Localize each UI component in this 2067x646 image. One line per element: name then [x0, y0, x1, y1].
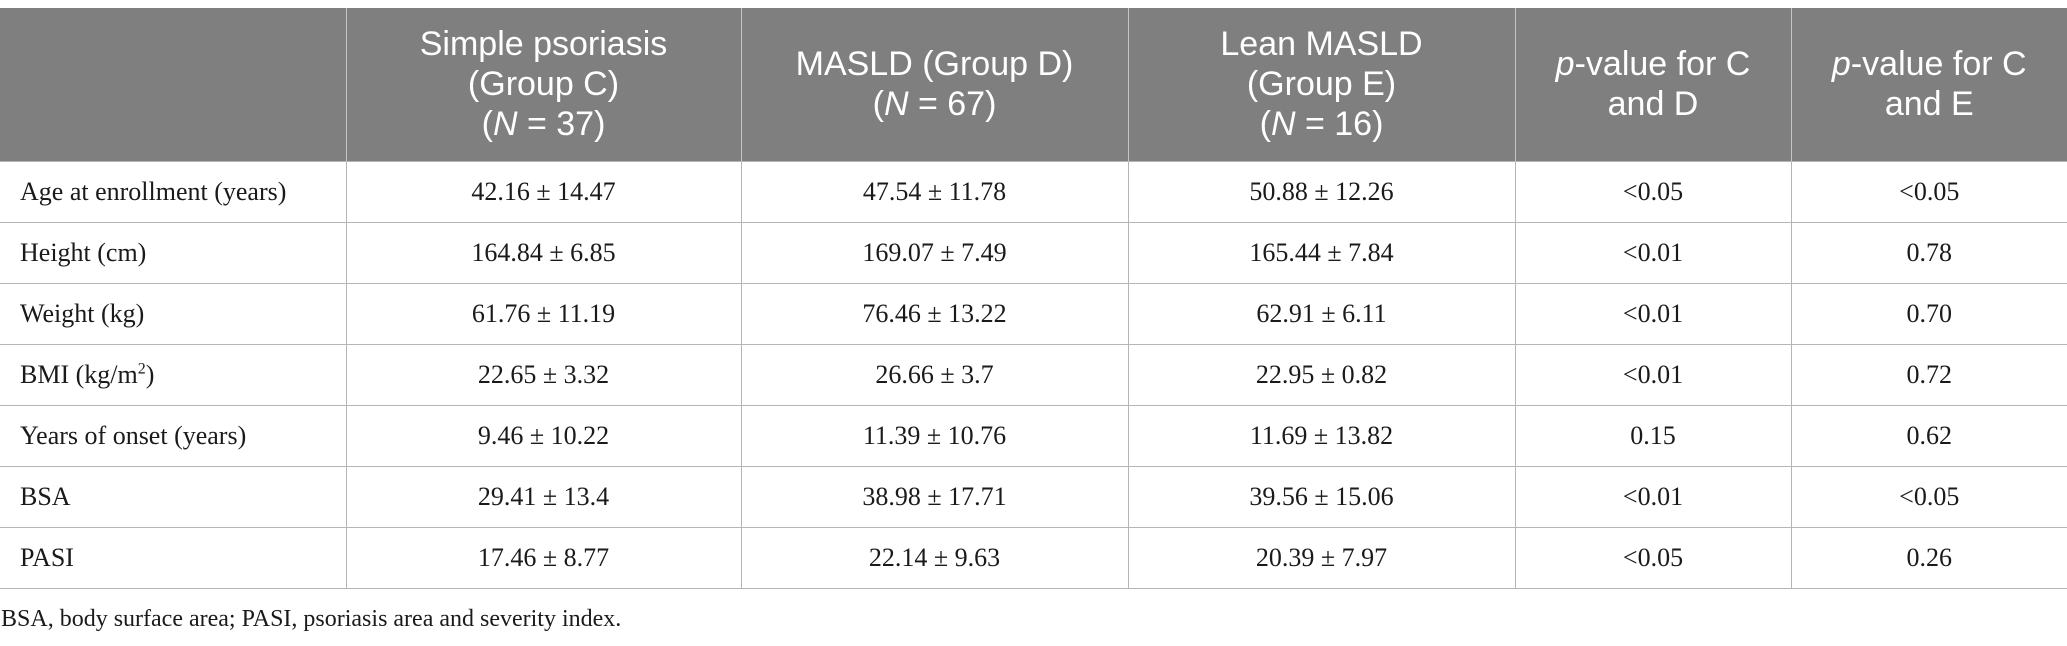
row-label-text: BMI (kg/m: [20, 359, 138, 389]
cell-group-c: 22.65 ± 3.32: [346, 343, 742, 405]
cell-p-value-cd: <0.05: [1515, 160, 1792, 222]
header-blank-cell: [0, 8, 347, 161]
superscript-2: 2: [137, 359, 146, 377]
cell-group-e: 11.69 ± 13.82: [1128, 404, 1516, 466]
cell-group-c: 9.46 ± 10.22: [346, 404, 742, 466]
header-p-value-ce: p-value for C and E: [1791, 8, 2067, 161]
n-value: = 37): [517, 105, 606, 144]
cell-group-c: 42.16 ± 14.47: [346, 160, 742, 222]
row-label: PASI: [0, 526, 347, 589]
header-p-value-ce-line2: and E: [1884, 85, 1974, 124]
cell-p-value-ce: 0.26: [1791, 526, 2067, 589]
header-group-c-line2: (Group C): [467, 65, 620, 104]
cell-group-e: 50.88 ± 12.26: [1128, 160, 1516, 222]
row-label: Height (cm): [0, 221, 347, 283]
cell-group-e: 22.95 ± 0.82: [1128, 343, 1516, 405]
cell-p-value-ce: 0.62: [1791, 404, 2067, 466]
header-row: Simple psoriasis (Group C) (N = 37) MASL…: [0, 8, 2067, 161]
table-header: Simple psoriasis (Group C) (N = 37) MASL…: [0, 8, 2067, 161]
cell-p-value-ce: <0.05: [1791, 160, 2067, 222]
n-value: = 16): [1295, 105, 1384, 144]
cell-p-value-cd: 0.15: [1515, 404, 1792, 466]
header-p-value-cd-line2: and D: [1607, 85, 1699, 124]
table-row: Height (cm) 164.84 ± 6.85 169.07 ± 7.49 …: [0, 221, 2067, 283]
table-footnote: BSA, body surface area; PASI, psoriasis …: [1, 606, 622, 632]
p-label: -value for C: [1850, 45, 2027, 84]
table-row: Years of onset (years) 9.46 ± 10.22 11.3…: [0, 404, 2067, 466]
table-row: PASI 17.46 ± 8.77 22.14 ± 9.63 20.39 ± 7…: [0, 526, 2067, 589]
cell-p-value-cd: <0.01: [1515, 221, 1792, 283]
p-label: -value for C: [1574, 45, 1751, 84]
cell-p-value-cd: <0.05: [1515, 526, 1792, 589]
n-symbol: N: [1270, 105, 1296, 144]
cell-group-c: 61.76 ± 11.19: [346, 282, 742, 344]
cell-p-value-ce: 0.70: [1791, 282, 2067, 344]
cell-p-value-cd: <0.01: [1515, 465, 1792, 527]
cell-group-d: 11.39 ± 10.76: [741, 404, 1129, 466]
psoriasis-masld-table: Simple psoriasis (Group C) (N = 37) MASL…: [0, 8, 2067, 589]
header-group-e-line1: Lean MASLD: [1220, 25, 1423, 64]
cell-group-c: 164.84 ± 6.85: [346, 221, 742, 283]
cell-group-c: 17.46 ± 8.77: [346, 526, 742, 589]
header-p-value-cd: p-value for C and D: [1515, 8, 1792, 161]
header-p-value-ce-line1: p-value for C: [1802, 44, 2058, 84]
row-label-close: ): [145, 359, 155, 389]
table-row: Weight (kg) 61.76 ± 11.19 76.46 ± 13.22 …: [0, 282, 2067, 344]
cell-group-d: 76.46 ± 13.22: [741, 282, 1129, 344]
row-label: Years of onset (years): [0, 404, 347, 466]
header-group-c-line1: Simple psoriasis: [419, 25, 668, 64]
cell-group-e: 20.39 ± 7.97: [1128, 526, 1516, 589]
table-row: BSA 29.41 ± 13.4 38.98 ± 17.71 39.56 ± 1…: [0, 465, 2067, 527]
table-body: Age at enrollment (years) 42.16 ± 14.47 …: [0, 160, 2067, 589]
cell-p-value-ce: 0.78: [1791, 221, 2067, 283]
n-symbol: N: [492, 105, 518, 144]
cell-p-value-ce: 0.72: [1791, 343, 2067, 405]
row-label: Weight (kg): [0, 282, 347, 344]
header-group-c: Simple psoriasis (Group C) (N = 37): [346, 8, 742, 161]
header-group-d: MASLD (Group D) (N = 67): [741, 8, 1129, 161]
cell-group-e: 165.44 ± 7.84: [1128, 221, 1516, 283]
row-label: Age at enrollment (years): [0, 160, 347, 222]
table-row: BMI (kg/m2) 22.65 ± 3.32 26.66 ± 3.7 22.…: [0, 343, 2067, 405]
cell-p-value-cd: <0.01: [1515, 282, 1792, 344]
cell-group-c: 29.41 ± 13.4: [346, 465, 742, 527]
row-label: BSA: [0, 465, 347, 527]
cell-group-d: 38.98 ± 17.71: [741, 465, 1129, 527]
cell-group-e: 39.56 ± 15.06: [1128, 465, 1516, 527]
header-group-e-line2: (Group E): [1246, 65, 1397, 104]
n-symbol: N: [883, 85, 909, 124]
table-row: Age at enrollment (years) 42.16 ± 14.47 …: [0, 160, 2067, 222]
cell-group-d: 22.14 ± 9.63: [741, 526, 1129, 589]
header-group-d-n: (N = 67): [872, 85, 997, 124]
cell-group-e: 62.91 ± 6.11: [1128, 282, 1516, 344]
cell-p-value-ce: <0.05: [1791, 465, 2067, 527]
header-group-c-n: (N = 37): [481, 105, 606, 144]
data-table-container: Simple psoriasis (Group C) (N = 37) MASL…: [0, 8, 2067, 589]
cell-p-value-cd: <0.01: [1515, 343, 1792, 405]
cell-group-d: 47.54 ± 11.78: [741, 160, 1129, 222]
header-group-e-n: (N = 16): [1259, 105, 1384, 144]
p-symbol: p: [1555, 45, 1575, 84]
cell-group-d: 169.07 ± 7.49: [741, 221, 1129, 283]
p-symbol: p: [1831, 45, 1851, 84]
header-p-value-cd-line1: p-value for C: [1526, 44, 1781, 84]
row-label-bmi: BMI (kg/m2): [0, 343, 347, 405]
n-value: = 67): [908, 85, 997, 124]
header-group-e: Lean MASLD (Group E) (N = 16): [1128, 8, 1516, 161]
cell-group-d: 26.66 ± 3.7: [741, 343, 1129, 405]
header-group-d-line1: MASLD (Group D): [795, 45, 1074, 84]
